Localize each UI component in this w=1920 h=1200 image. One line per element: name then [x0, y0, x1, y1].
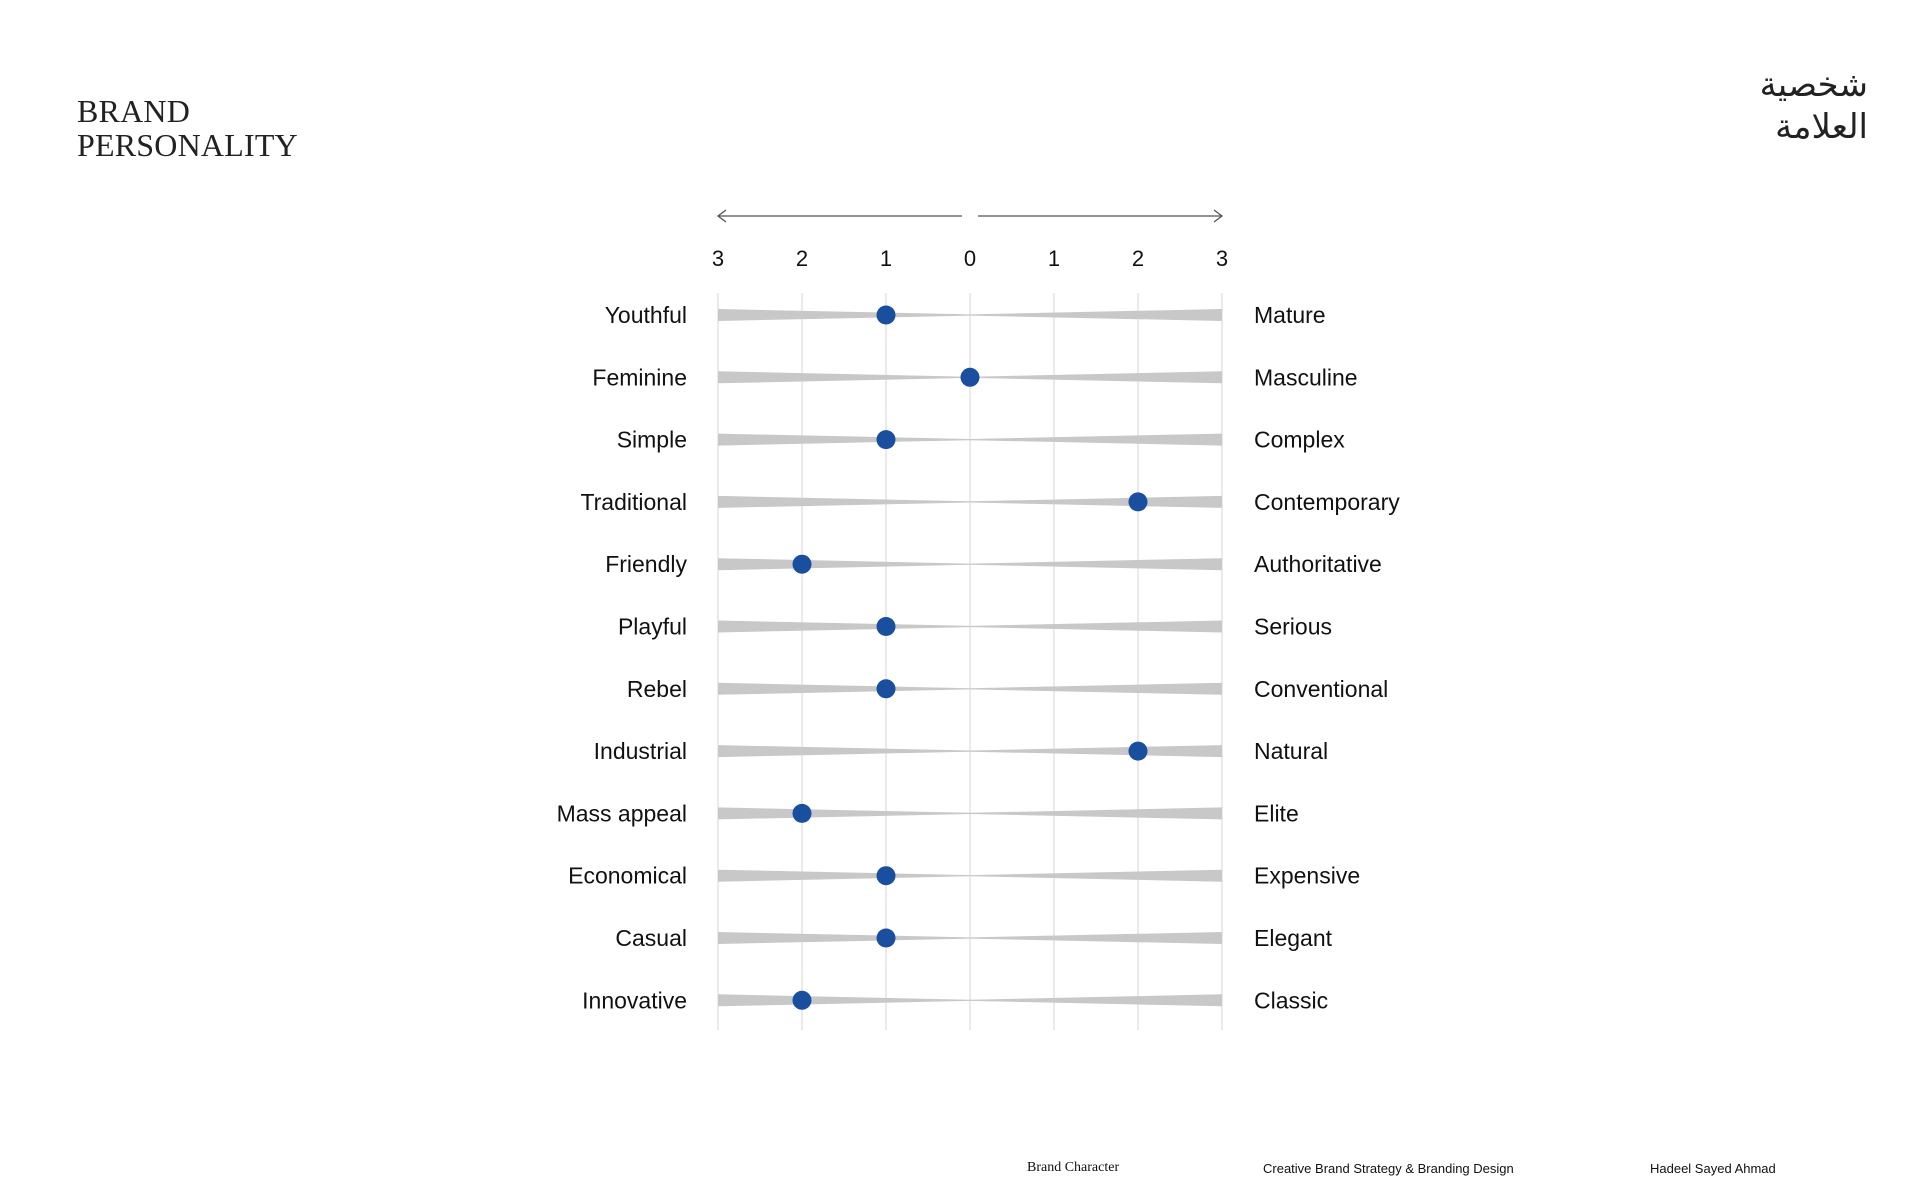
right-trait-label: Complex [1254, 427, 1345, 453]
right-wedge [970, 869, 1222, 882]
arabic-title-line-1: شخصية [1759, 65, 1868, 105]
right-trait-label: Conventional [1254, 676, 1388, 702]
right-trait-label: Masculine [1254, 364, 1358, 390]
right-arrowhead [1213, 209, 1224, 223]
left-trait-label: Economical [568, 863, 687, 889]
right-wedge [970, 620, 1222, 633]
data-point [792, 554, 812, 574]
right-trait-label: Authoritative [1254, 551, 1382, 577]
tick-label: 1 [1048, 246, 1060, 271]
right-wedge [970, 433, 1222, 446]
right-trait-label: Classic [1254, 987, 1328, 1013]
left-trait-label: Friendly [605, 551, 687, 577]
data-point [876, 430, 896, 450]
data-point [960, 367, 980, 387]
left-trait-label: Youthful [605, 302, 687, 328]
data-point [876, 617, 896, 636]
left-trait-label: Simple [617, 427, 687, 453]
right-trait-label: Mature [1254, 302, 1326, 328]
left-wedge [718, 620, 970, 633]
left-wedge [718, 682, 970, 695]
right-wedge [970, 558, 1222, 571]
right-trait-label: Natural [1254, 738, 1328, 764]
left-arrowhead [716, 209, 727, 223]
left-trait-label: Rebel [627, 676, 687, 702]
left-wedge [718, 558, 970, 571]
right-trait-label: Elite [1254, 800, 1299, 826]
page-title-english: BRAND PERSONALITY [77, 94, 298, 162]
data-point [876, 305, 896, 325]
left-trait-label: Playful [618, 614, 687, 640]
data-point [792, 990, 812, 1010]
left-trait-label: Industrial [594, 738, 687, 764]
data-point [792, 803, 812, 823]
left-trait-label: Feminine [592, 364, 687, 390]
left-wedge [718, 371, 970, 384]
data-point [876, 928, 896, 948]
data-point [1128, 741, 1148, 761]
left-wedge [718, 745, 970, 758]
data-point [876, 866, 896, 886]
title-line-2: PERSONALITY [77, 127, 298, 163]
left-trait-label: Traditional [580, 489, 687, 515]
footer-project-label: Creative Brand Strategy & Branding Desig… [1263, 1161, 1514, 1176]
left-trait-label: Innovative [582, 987, 687, 1013]
right-wedge [970, 682, 1222, 695]
right-wedge [970, 309, 1222, 321]
right-wedge [970, 932, 1222, 944]
left-wedge [718, 495, 970, 508]
title-line-1: BRAND [77, 93, 191, 129]
right-wedge [970, 495, 1222, 508]
left-wedge [718, 994, 970, 1007]
data-point [1128, 492, 1148, 512]
tick-label: 2 [1132, 246, 1144, 271]
left-wedge [718, 807, 970, 820]
right-wedge [970, 371, 1222, 384]
tick-label: 3 [1216, 246, 1228, 271]
right-trait-label: Contemporary [1254, 489, 1400, 515]
footer-section-label: Brand Character [1027, 1160, 1120, 1175]
tick-label: 1 [880, 246, 892, 271]
left-wedge [718, 932, 970, 944]
right-wedge [970, 807, 1222, 820]
left-trait-label: Casual [615, 925, 687, 951]
footer-author-label: Hadeel Sayed Ahmad [1650, 1161, 1776, 1176]
tick-label: 3 [712, 246, 724, 271]
arabic-title-line-2: العلامة [1775, 107, 1868, 147]
left-wedge [718, 309, 970, 321]
right-trait-label: Expensive [1254, 863, 1360, 889]
right-wedge [970, 994, 1222, 1007]
right-trait-label: Serious [1254, 614, 1332, 640]
data-point [876, 679, 896, 699]
right-trait-label: Elegant [1254, 925, 1333, 951]
left-trait-label: Mass appeal [557, 800, 687, 826]
page-title-arabic: شخصية العلامة [1760, 64, 1868, 148]
left-wedge [718, 869, 970, 882]
tick-label: 2 [796, 246, 808, 271]
right-wedge [970, 745, 1222, 758]
tick-label: 0 [964, 246, 976, 271]
left-wedge [718, 433, 970, 446]
